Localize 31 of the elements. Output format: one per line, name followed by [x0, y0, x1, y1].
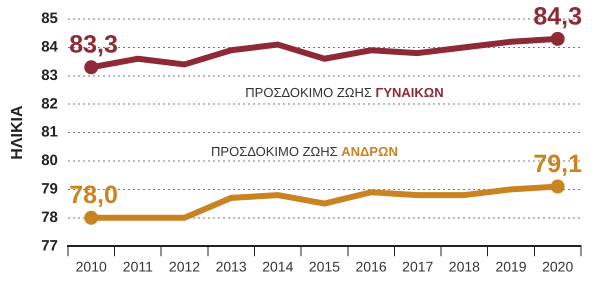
y-tick-label: 79 [41, 180, 58, 198]
text: ΠΡΟΣΔΟΚΙΜΟ ΖΩΗΣ ΑΝΔΡΩΝ [211, 144, 398, 160]
y-axis-title: ΗΛΙΚΙΑ [9, 105, 26, 160]
x-tick-label: 2013 [216, 258, 247, 274]
x-tick-label: 2011 [122, 258, 154, 274]
y-tick-label: 85 [41, 10, 58, 28]
x-tick-label: 2015 [308, 258, 340, 274]
x-tick-label: 2019 [495, 258, 527, 274]
y-tick-label: 83 [41, 66, 58, 84]
y-tick-label: 77 [41, 237, 58, 254]
point [550, 180, 565, 194]
y-tick-label: 84 [41, 38, 59, 56]
data-label: 83,3 [69, 30, 118, 59]
x-tick-label: 2018 [448, 258, 480, 274]
text: ΠΡΟΣΔΟΚΙΜΟ ΖΩΗΣ ΓΥΝΑΙΚΩΝ [245, 84, 444, 100]
x-tick-label: 2017 [402, 258, 434, 274]
x-tick-label: 2014 [262, 258, 294, 274]
y-tick-label: 80 [41, 152, 58, 170]
point [84, 210, 98, 225]
data-label: 78,0 [69, 181, 118, 210]
x-tick-label: 2012 [168, 258, 200, 274]
point [84, 60, 98, 74]
point [550, 32, 565, 46]
y-tick-label: 78 [41, 208, 58, 226]
data-label: 79,1 [533, 150, 582, 178]
x-tick-label: 2010 [76, 258, 107, 274]
x-tick-label: 2020 [542, 258, 574, 274]
data-label: 84,3 [533, 2, 582, 30]
y-tick-label: 82 [41, 95, 58, 112]
y-tick-label: 81 [41, 124, 58, 141]
x-tick-label: 2016 [356, 258, 387, 274]
